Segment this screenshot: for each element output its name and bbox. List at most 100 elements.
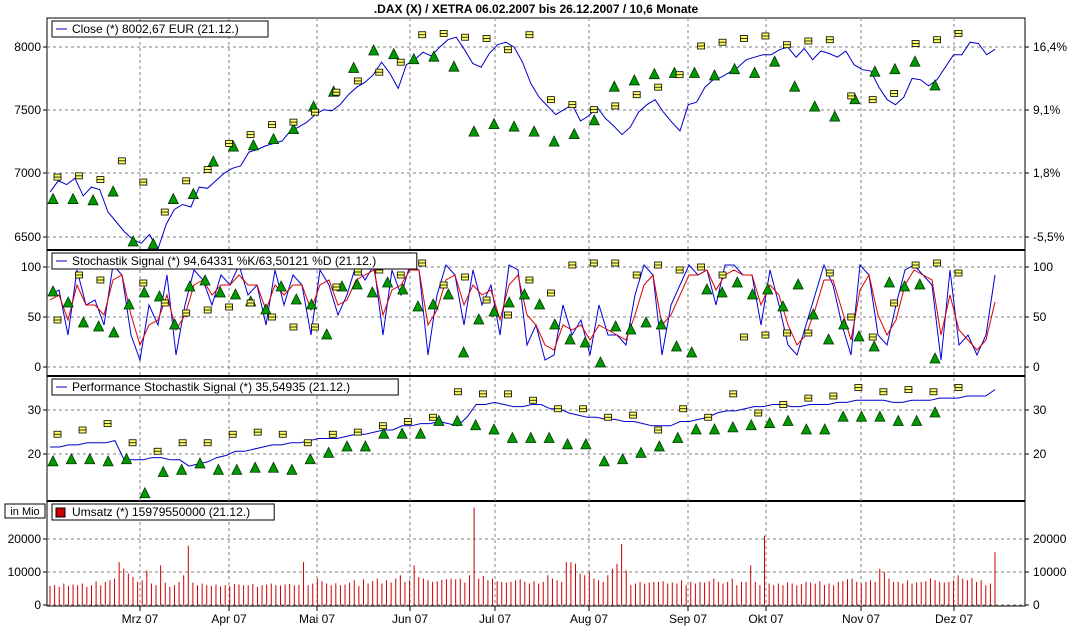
buy-signal-marker bbox=[914, 278, 926, 290]
buy-signal-marker bbox=[108, 326, 120, 338]
buy-signal-marker bbox=[187, 187, 199, 199]
buy-signal-marker bbox=[231, 463, 243, 475]
buy-signal-marker bbox=[564, 333, 576, 345]
buy-signal-marker bbox=[809, 100, 821, 112]
buy-signal-marker bbox=[488, 423, 500, 435]
buy-signal-marker bbox=[199, 274, 211, 286]
buy-signal-marker bbox=[305, 298, 318, 310]
buy-signal-marker bbox=[47, 285, 59, 297]
buy-signal-marker bbox=[427, 298, 439, 310]
y-tick-label-right: 10000 bbox=[1033, 565, 1067, 579]
buy-signal-marker bbox=[488, 117, 500, 130]
buy-signal-marker bbox=[762, 283, 774, 295]
buy-signal-marker bbox=[640, 316, 652, 328]
y-tick-label-right: -5,5% bbox=[1033, 230, 1065, 244]
buy-signal-marker bbox=[598, 454, 610, 467]
buy-signal-marker bbox=[909, 55, 921, 67]
buy-signal-marker bbox=[212, 463, 225, 475]
x-tick-label: Mrz 07 bbox=[122, 612, 159, 626]
y-tick-label-left: 0 bbox=[34, 598, 41, 612]
buy-signal-marker bbox=[123, 298, 135, 310]
buy-signal-marker bbox=[412, 300, 424, 312]
buy-signal-marker bbox=[214, 286, 226, 298]
y-tick-label-right: 30 bbox=[1033, 403, 1047, 417]
buy-signal-marker bbox=[368, 44, 380, 56]
buy-signal-marker bbox=[635, 446, 647, 458]
buy-signal-marker bbox=[508, 120, 520, 132]
y-tick-label-left: 6500 bbox=[14, 230, 41, 244]
buy-signal-marker bbox=[290, 293, 302, 305]
buy-signal-marker bbox=[321, 328, 333, 340]
buy-signal-marker bbox=[745, 418, 757, 431]
y-tick-label-right: 100 bbox=[1033, 260, 1053, 274]
buy-signal-marker bbox=[655, 318, 667, 330]
buy-signal-marker bbox=[102, 454, 114, 467]
x-tick-label: Aug 07 bbox=[570, 612, 608, 626]
buy-signal-marker bbox=[727, 420, 739, 433]
buy-signal-marker bbox=[588, 113, 600, 126]
buy-signal-marker bbox=[579, 336, 591, 348]
buy-signal-marker bbox=[855, 410, 868, 422]
buy-signal-marker bbox=[153, 290, 166, 302]
buy-signal-marker bbox=[267, 132, 280, 145]
buy-signal-marker bbox=[169, 318, 181, 330]
buy-signal-marker bbox=[792, 278, 804, 290]
buy-signal-marker bbox=[62, 296, 74, 308]
buy-signal-marker bbox=[594, 356, 607, 368]
buy-signal-marker bbox=[503, 296, 515, 308]
buy-signal-marker bbox=[304, 452, 316, 465]
buy-signal-marker bbox=[561, 437, 574, 450]
buy-signal-marker bbox=[910, 414, 923, 426]
buy-signal-marker bbox=[525, 431, 537, 443]
buy-signal-marker bbox=[610, 320, 622, 332]
y-tick-label-right: 0 bbox=[1033, 598, 1040, 612]
buy-signal-marker bbox=[473, 313, 485, 325]
buy-signal-marker bbox=[381, 276, 394, 288]
buy-signal-marker bbox=[528, 125, 540, 137]
buy-signal-marker bbox=[800, 423, 813, 435]
buy-signal-marker bbox=[286, 463, 298, 475]
series-line-primary bbox=[50, 389, 996, 467]
buy-signal-marker bbox=[763, 416, 776, 429]
buy-signal-marker bbox=[147, 237, 159, 249]
buy-signal-marker bbox=[625, 323, 637, 335]
legend-swatch bbox=[55, 507, 66, 518]
buy-signal-marker bbox=[869, 65, 881, 77]
buy-signal-marker bbox=[929, 79, 941, 91]
y-tick-label-right: 9,1% bbox=[1033, 103, 1061, 117]
buy-signal-marker bbox=[87, 193, 99, 206]
buy-signal-marker bbox=[837, 410, 849, 422]
buy-signal-marker bbox=[838, 318, 850, 330]
legend-text: Stochastik Signal (*) 94,64331 %K/63,501… bbox=[72, 254, 376, 268]
buy-signal-marker bbox=[708, 423, 721, 435]
buy-signal-marker bbox=[397, 283, 409, 295]
buy-signal-marker bbox=[341, 440, 353, 452]
buy-signal-marker bbox=[167, 192, 179, 204]
buy-signal-marker bbox=[348, 61, 360, 73]
y-tick-label-left: 0 bbox=[34, 360, 41, 374]
y-tick-label-left: 20000 bbox=[8, 532, 42, 546]
y-tick-label-left: 10000 bbox=[8, 565, 42, 579]
y-tick-label-right: 50 bbox=[1033, 310, 1047, 324]
buy-signal-marker bbox=[138, 286, 150, 298]
buy-signal-marker bbox=[359, 440, 372, 452]
buy-signal-marker bbox=[746, 288, 759, 300]
buy-signal-marker bbox=[366, 286, 378, 298]
x-tick-label: Jul 07 bbox=[479, 612, 511, 626]
x-tick-label: Mai 07 bbox=[299, 612, 335, 626]
buy-signal-marker bbox=[77, 316, 90, 328]
y-tick-label-right: 20 bbox=[1033, 447, 1047, 461]
buy-signal-marker bbox=[47, 192, 59, 204]
buy-signal-marker bbox=[468, 125, 480, 137]
buy-signal-marker bbox=[518, 288, 531, 300]
buy-signal-marker bbox=[868, 340, 880, 352]
buy-signal-marker bbox=[65, 452, 78, 465]
buy-signal-marker bbox=[127, 235, 139, 247]
buy-signal-marker bbox=[184, 280, 196, 292]
legend-box bbox=[51, 503, 275, 521]
series-line-primary bbox=[49, 36, 996, 251]
x-tick-label: Jun 07 bbox=[392, 612, 428, 626]
buy-signal-marker bbox=[275, 280, 287, 292]
buy-signal-marker bbox=[580, 437, 592, 450]
